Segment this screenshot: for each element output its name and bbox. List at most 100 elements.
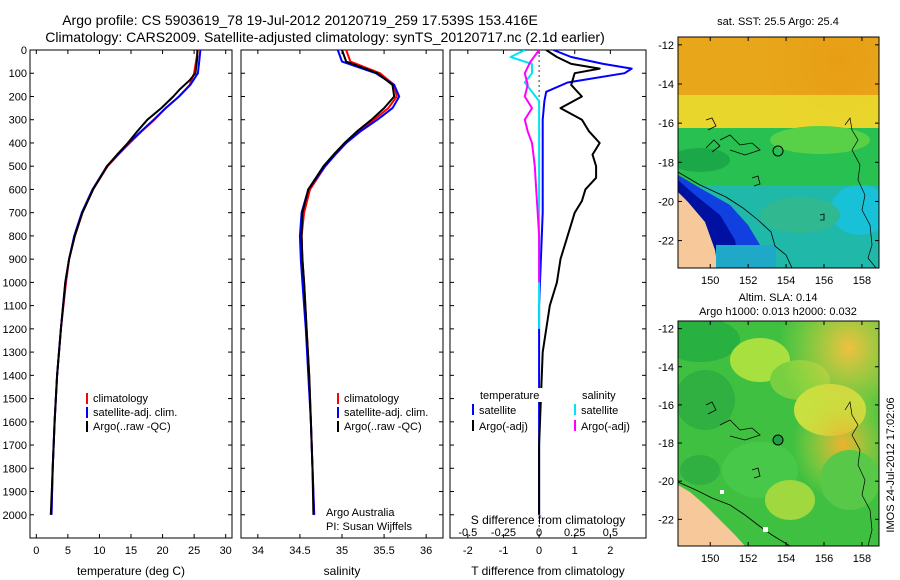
lon-tick-label: 152 [739,275,757,287]
difference-legend: temperature satellite Argo(-adj) salinit… [472,388,630,433]
lon-tick-label: 150 [701,553,719,565]
s-tick-label: 0.25 [564,527,585,539]
legend-label-climatology: climatology [93,393,149,405]
x-tick-label: 1 [572,545,578,557]
figure-title-line1: Argo profile: CS 5903619_78 19-Jul-2012 … [62,12,538,28]
lat-tick-label: -22 [658,514,674,526]
x-tick-label: 10 [93,545,105,557]
x-tick-label: 36 [420,545,432,557]
salinity-xlabel: salinity [324,564,361,578]
temperature-axis-ticks: 0100200300400500600700800900100011001200… [3,45,232,557]
lon-tick-label: 158 [853,275,871,287]
x-tick-label: 35.5 [373,545,394,557]
lon-tick-label: 156 [815,553,833,565]
legend-label-satellite: satellite-adj. clim. [93,407,177,419]
salinity-series [298,50,401,515]
series-line-argo [300,50,396,515]
argo-position-marker [772,145,784,157]
lon-tick-label: 154 [777,275,795,287]
salinity-panel [240,49,444,539]
y-tick-label: 1000 [3,277,27,289]
s-tick-label: -0.5 [458,527,477,539]
y-tick-label: 1700 [3,440,27,452]
imos-timestamp: IMOS 24-Jul-2012 17:02:06 [885,397,897,532]
legend-heading-temperature: temperature [480,390,539,402]
lat-tick-label: -20 [658,196,674,208]
lat-tick-label: -14 [658,79,674,91]
pi-label: PI: Susan Wijffels [326,521,412,533]
y-tick-label: 0 [21,45,27,57]
y-tick-label: 800 [9,231,27,243]
y-tick-label: 500 [9,161,27,173]
sla-map [678,321,879,546]
y-tick-label: 1600 [3,417,27,429]
figure-title-line2: Climatology: CARS2009. Satellite-adjuste… [45,29,605,45]
lon-tick-label: 150 [701,275,719,287]
sst-map [678,37,879,268]
x-tick-label: 0 [33,545,39,557]
y-tick-label: 1400 [3,370,27,382]
legend-label-s-satellite: satellite [581,405,618,417]
x-tick-label: -1 [499,545,509,557]
lat-tick-label: -16 [658,400,674,412]
sst-map-ticks: -12 -14 -16 -18 -20 -22 150 152 154 156 158 [658,37,879,287]
temperature-series [49,50,202,515]
lon-tick-label: 156 [815,275,833,287]
legend-heading-salinity: salinity [582,390,616,402]
x-tick-label: -2 [463,545,473,557]
salinity-legend: climatology satellite-adj. clim. Argo(..… [337,393,428,433]
y-tick-label: 2000 [3,510,27,522]
y-tick-label: 300 [9,115,27,127]
lat-tick-label: -18 [658,438,674,450]
sla-map-title: Altim. SLA: 0.14 [739,292,818,304]
x-tick-label: 34.5 [289,545,310,557]
series-line-argo [49,50,199,515]
legend-label-argo: Argo(..raw -QC) [93,421,171,433]
legend-label-t-argo: Argo(-adj) [479,421,528,433]
y-tick-label: 1200 [3,324,27,336]
sla-map-ticks: -12 -14 -16 -18 -20 -22 150 152 154 156 158 [658,321,879,565]
salinity-axis-ticks: 34 34.5 35 35.5 36 [241,49,443,557]
lat-tick-label: -16 [658,118,674,130]
lon-tick-label: 158 [853,553,871,565]
sst-map-title: sat. SST: 25.5 Argo: 25.4 [717,16,839,28]
sla-map-subtitle: Argo h1000: 0.013 h2000: 0.032 [699,306,857,318]
s-tick-label: 0 [536,527,542,539]
salinity-difference-xlabel: S difference from climatology [471,513,626,527]
legend-label-s-argo: Argo(-adj) [581,421,630,433]
legend-label-satellite: satellite-adj. clim. [344,407,428,419]
legend-label-t-satellite: satellite [479,405,516,417]
argo-position-marker [772,434,784,446]
x-tick-label: 2 [607,545,613,557]
y-tick-label: 200 [9,91,27,103]
y-tick-label: 100 [9,68,27,80]
x-tick-label: 20 [156,545,168,557]
s-tick-label: 0.5 [603,527,618,539]
lat-tick-label: -12 [658,40,674,52]
lat-tick-label: -14 [658,362,674,374]
lat-tick-label: -20 [658,476,674,488]
temperature-panel [29,49,233,539]
series-line-t-satellite [538,50,633,515]
difference-panel [449,49,647,539]
x-tick-label: 0 [536,545,542,557]
x-tick-label: 15 [125,545,137,557]
series-line-t-argo [538,50,601,515]
y-tick-label: 400 [9,138,27,150]
series-line-s-argo [523,50,541,283]
y-tick-label: 700 [9,208,27,220]
legend-label-argo: Argo(..raw -QC) [344,421,422,433]
temperature-legend: climatology satellite-adj. clim. Argo(..… [86,393,177,433]
y-tick-label: 1500 [3,394,27,406]
difference-series [509,50,633,515]
argo-australia-label: Argo Australia [326,507,395,519]
y-tick-label: 600 [9,184,27,196]
x-tick-label: 35 [336,545,348,557]
difference-xlabel: T difference from climatology [471,564,625,578]
x-tick-label: 5 [65,545,71,557]
legend-label-climatology: climatology [344,393,400,405]
y-tick-label: 900 [9,254,27,266]
lat-tick-label: -12 [658,324,674,336]
y-tick-label: 1300 [3,347,27,359]
y-tick-label: 1100 [3,301,27,313]
